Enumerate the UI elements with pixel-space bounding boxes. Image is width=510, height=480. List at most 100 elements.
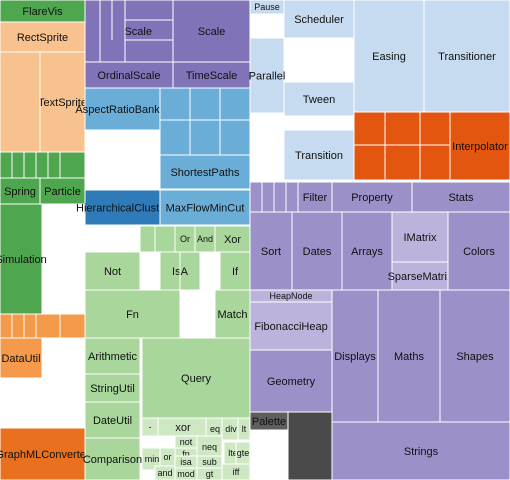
- treemap-cell-colors[interactable]: Colors: [447, 211, 510, 291]
- treemap-cell-query[interactable]: Query: [141, 337, 251, 419]
- treemap-cell-xor[interactable]: Xor: [214, 225, 251, 253]
- treemap-cell-sparsematrix[interactable]: SparseMatrix: [388, 261, 453, 291]
- treemap-cell-interp-misc[interactable]: [353, 111, 451, 181]
- treemap-cell-if[interactable]: If: [219, 251, 251, 291]
- treemap-cell-xor[interactable]: xor: [157, 417, 209, 437]
- treemap-cell-mod[interactable]: mod: [174, 467, 198, 480]
- cell-rect: [283, 0, 355, 39]
- treemap-cell-parallel[interactable]: Parallel: [249, 37, 286, 114]
- treemap-cell-arrays[interactable]: Arrays: [341, 211, 393, 291]
- cell-rect: [214, 289, 251, 339]
- treemap-cell-strings[interactable]: Strings: [331, 421, 510, 480]
- cell-rect: [84, 289, 181, 339]
- cell-rect: [353, 111, 451, 181]
- treemap-cell-graphmlconverter[interactable]: GraphMLConverter: [0, 427, 90, 480]
- treemap-cell-gt[interactable]: gt: [196, 467, 223, 480]
- treemap-cell-maxflowmincut[interactable]: MaxFlowMinCut: [159, 189, 251, 226]
- treemap-cell-and[interactable]: And: [194, 225, 216, 253]
- treemap-cell-div[interactable]: div: [221, 417, 241, 441]
- treemap-cell-analytics-misc[interactable]: [159, 87, 251, 156]
- treemap-cell-flarevis[interactable]: FlareVis: [0, 0, 86, 23]
- treemap-cell-simulation[interactable]: Simulation: [0, 203, 47, 315]
- treemap-cell-dash[interactable]: -: [141, 417, 159, 437]
- treemap-cell-maths[interactable]: Maths: [377, 289, 441, 423]
- treemap-cell-aspectratiobanker[interactable]: AspectRatioBanker: [75, 87, 170, 131]
- treemap-cell-isa[interactable]: isa: [174, 455, 198, 469]
- cell-rect: [84, 401, 141, 439]
- treemap-cell-scale-misc[interactable]: [84, 0, 126, 63]
- treemap-cell-tween[interactable]: Tween: [283, 81, 355, 117]
- treemap-cell-display-misc-1[interactable]: [0, 51, 41, 153]
- cell-rect: [391, 211, 449, 263]
- cell-rect: [84, 373, 141, 403]
- treemap-cell-comparison[interactable]: Comparison: [83, 437, 142, 480]
- treemap-cell-scheduler[interactable]: Scheduler: [283, 0, 355, 39]
- treemap-cell-or[interactable]: or: [159, 447, 176, 467]
- treemap-cell-heapnode[interactable]: HeapNode: [249, 289, 333, 303]
- treemap-cell-transitioner[interactable]: Transitioner: [423, 0, 510, 113]
- cell-rect: [0, 151, 86, 179]
- cell-rect: [411, 181, 510, 213]
- treemap-cell-rectsprite[interactable]: RectSprite: [0, 21, 86, 53]
- treemap-cell-easing[interactable]: Easing: [353, 0, 425, 113]
- treemap-cell-data-misc[interactable]: [0, 313, 86, 339]
- cell-rect: [172, 0, 251, 63]
- treemap-cell-arithmetic[interactable]: Arithmetic: [84, 337, 141, 375]
- treemap-cell-shapes[interactable]: Shapes: [439, 289, 510, 423]
- treemap-cell-fn[interactable]: Fn: [84, 289, 181, 339]
- treemap-cell-displays[interactable]: Displays: [331, 289, 379, 423]
- treemap-cell-filter[interactable]: Filter: [297, 181, 333, 213]
- treemap-cell-shortestpaths[interactable]: ShortestPaths: [159, 154, 251, 190]
- treemap-cell-not[interactable]: Not: [84, 251, 141, 291]
- treemap-cell-dates[interactable]: Dates: [291, 211, 343, 291]
- treemap-cell-ordinalscale[interactable]: OrdinalScale: [84, 61, 174, 89]
- treemap-cell-textsprite[interactable]: TextSprite: [38, 51, 87, 153]
- cell-rect: [237, 417, 251, 441]
- treemap-cell-sub[interactable]: sub: [196, 455, 223, 469]
- treemap-cell-geometry[interactable]: Geometry: [249, 349, 333, 413]
- cell-rect: [0, 337, 43, 379]
- treemap-cell-or[interactable]: Or: [174, 225, 196, 253]
- cell-rect: [139, 225, 176, 253]
- treemap-cell-physics-misc[interactable]: [0, 151, 86, 179]
- treemap-cell-neq[interactable]: neq: [196, 435, 223, 459]
- treemap-cell-query-misc[interactable]: [139, 225, 176, 253]
- treemap-cell-lt[interactable]: lt: [237, 417, 251, 441]
- cell-rect: [157, 417, 209, 437]
- cell-rect: [159, 87, 251, 156]
- treemap-cell-timescale[interactable]: TimeScale: [172, 61, 251, 89]
- treemap-cell-spring[interactable]: Spring: [0, 177, 41, 205]
- cell-rect: [297, 181, 333, 213]
- treemap-cell-fibonacciheap[interactable]: FibonacciHeap: [249, 301, 333, 351]
- treemap-cell-iff[interactable]: iff: [221, 463, 251, 480]
- treemap-cell-gte[interactable]: gte: [235, 441, 251, 465]
- cell-rect: [377, 289, 441, 423]
- cell-rect: [196, 467, 223, 480]
- cell-rect: [249, 211, 293, 291]
- cell-rect: [353, 0, 425, 113]
- treemap-cell-property[interactable]: Property: [331, 181, 413, 213]
- treemap-cell-and[interactable]: and: [154, 465, 176, 480]
- cell-rect: [449, 111, 510, 181]
- cell-rect: [84, 337, 141, 375]
- treemap-cell-stats[interactable]: Stats: [411, 181, 510, 213]
- treemap-cell-not[interactable]: not: [174, 435, 198, 449]
- treemap-cell-pause[interactable]: Pause: [249, 0, 285, 15]
- treemap-cell-dateutil[interactable]: DateUtil: [84, 401, 141, 439]
- treemap-cell-palette[interactable]: Palette: [249, 411, 289, 431]
- cell-rect: [196, 455, 223, 469]
- treemap-cell-hierarchicalcluster[interactable]: HierarchicalCluster: [76, 189, 169, 226]
- treemap-cell-sort[interactable]: Sort: [249, 211, 293, 291]
- treemap-cell-scale[interactable]: Scale: [172, 0, 251, 63]
- treemap-cell-particle[interactable]: Particle: [39, 177, 86, 205]
- treemap-cell-match[interactable]: Match: [214, 289, 251, 339]
- treemap-cell-interpolator[interactable]: Interpolator: [449, 111, 510, 181]
- treemap-cell-palette-misc[interactable]: [287, 411, 333, 480]
- treemap-cell-stringutil[interactable]: StringUtil: [84, 373, 141, 403]
- treemap-cell-imatrix[interactable]: IMatrix: [391, 211, 449, 263]
- treemap-cell-transition[interactable]: Transition: [283, 129, 355, 181]
- cell-rect: [447, 211, 510, 291]
- cell-rect: [0, 177, 41, 205]
- treemap-cell-datautil[interactable]: DataUtil: [0, 337, 43, 379]
- cell-rect: [0, 313, 86, 339]
